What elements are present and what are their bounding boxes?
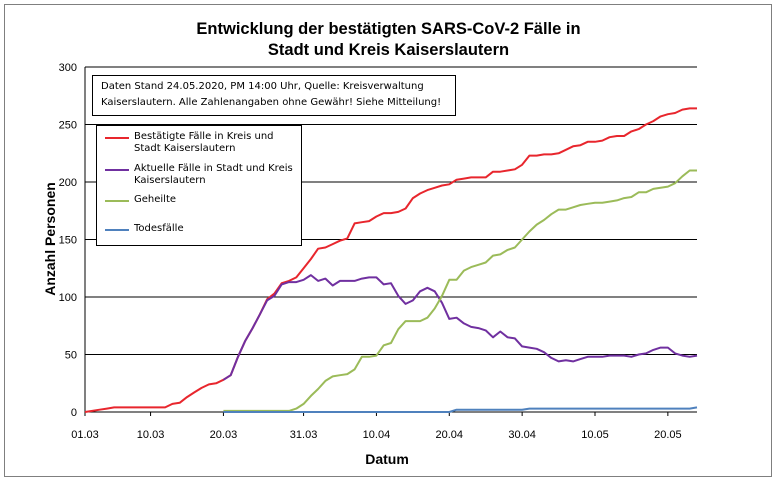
legend-swatch-deaths [105,229,129,231]
legend-item-deaths: Todesfälle [97,223,301,237]
x-axis-ticks: 01.03 10.03 20.03 31.03 10.04 20.04 30.04 10.05… [71,412,682,441]
x-tick-label-31.03: 31.03 [290,429,318,441]
series-line-deaths [223,406,698,413]
legend-item-active: Aktuelle Fälle in Stadt und Kreis Kaiser… [97,163,301,187]
x-tick-label-30.04: 30.04 [508,429,536,441]
x-tick-label-10.03: 10.03 [137,429,165,441]
chart-title-line-2: Stadt und Kreis Kaiserslautern [267,41,510,59]
legend-swatch-confirmed [105,137,129,139]
legend-label-confirmed: Bestätigte Fälle in Kreis und Stadt Kais… [134,131,274,154]
y-tick-label-200: 200 [59,177,77,189]
x-tick-label-20.04: 20.04 [436,429,464,441]
y-tick-label-100: 100 [59,292,77,304]
data-source-note: Daten Stand 24.05.2020, PM 14:00 Uhr, Qu… [92,75,456,116]
series-line-recovered [223,169,697,412]
y-tick-label-50: 50 [65,350,77,362]
x-tick-label-01.03: 01.03 [71,429,99,441]
series-line-active [222,274,698,381]
legend-label-recovered: Geheilte [134,194,177,205]
legend-swatch-active [105,169,129,171]
x-tick-label-20.03: 20.03 [210,429,238,441]
legend-item-confirmed: Bestätigte Fälle in Kreis und Stadt Kais… [97,131,301,155]
chart-title-line-1: Entwicklung der bestätigten SARS-CoV-2 F… [196,20,581,38]
x-tick-label-20.05: 20.05 [654,429,682,441]
y-axis-ticks: 0 50 100 150 200 250 300 [59,62,77,419]
legend-label-active: Aktuelle Fälle in Stadt und Kreis Kaiser… [134,163,293,186]
chart-title: Entwicklung der bestätigten SARS-CoV-2 F… [0,19,777,61]
series-line-confirmed [84,107,697,413]
x-tick-label-10.04: 10.04 [363,429,391,441]
y-tick-label-300: 300 [59,62,77,74]
y-tick-label-250: 250 [59,120,77,132]
legend-item-recovered: Geheilte [97,194,301,208]
x-axis-title: Datum [365,451,409,467]
y-axis-title: Anzahl Personen [42,182,58,296]
legend-label-deaths: Todesfälle [134,223,184,234]
x-tick-label-10.05: 10.05 [581,429,609,441]
series-lines [84,107,698,413]
legend: Bestätigte Fälle in Kreis und Stadt Kais… [96,125,302,246]
y-tick-label-150: 150 [59,235,77,247]
y-tick-label-0: 0 [71,407,77,419]
legend-swatch-recovered [105,200,129,202]
